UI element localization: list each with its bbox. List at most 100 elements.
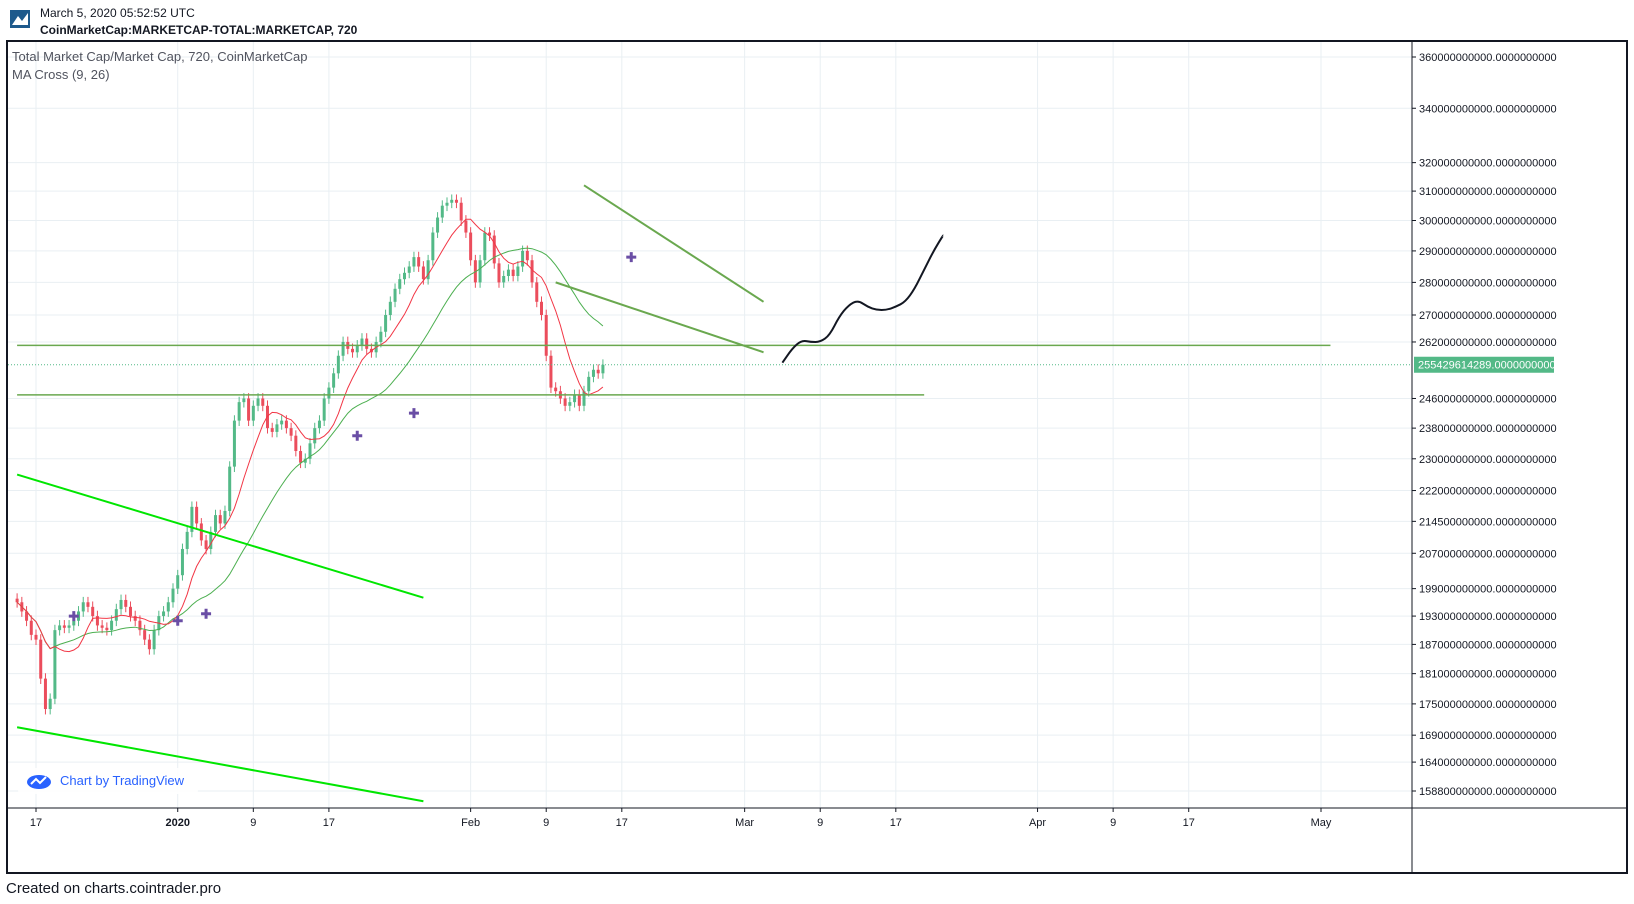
candle-down <box>138 620 142 631</box>
candle-up <box>355 345 359 353</box>
candle-down <box>25 611 29 621</box>
candle-up <box>587 376 591 392</box>
candle-down <box>270 428 274 432</box>
candle-up <box>384 314 388 332</box>
candle-up <box>242 398 246 403</box>
price-tick-label: 214500000000.0000000000 <box>1419 516 1557 528</box>
candle-down <box>133 616 137 621</box>
time-tick-label: 2020 <box>165 817 189 829</box>
candle-down <box>554 387 558 392</box>
time-tick-label: 17 <box>323 817 335 829</box>
candle-up <box>502 275 506 283</box>
candle-up <box>308 443 312 459</box>
trend-line <box>16 473 424 599</box>
axes-layer: 360000000000.0000000000 340000000000.0000… <box>8 42 1626 872</box>
candle-down <box>365 338 369 349</box>
candle-down <box>195 506 199 524</box>
candle-up <box>317 420 321 429</box>
candle-down <box>488 232 492 236</box>
price-tick-label: 246000000000.0000000000 <box>1419 393 1557 405</box>
candle-up <box>450 199 454 203</box>
candle-up <box>379 331 383 342</box>
candle-down <box>549 355 553 388</box>
snapshot-date: March 5, 2020 05:52:52 UTC <box>40 6 195 20</box>
candle-down <box>577 394 581 406</box>
candle-up <box>119 599 123 610</box>
candle-down <box>511 269 515 276</box>
trend-line <box>583 184 765 303</box>
tradingview-badge-text[interactable]: Chart by TradingView <box>60 773 185 788</box>
candle-down <box>294 435 298 452</box>
ma-cross-marker <box>68 611 79 622</box>
candle-up <box>152 630 156 650</box>
time-tick-label: Mar <box>735 817 754 829</box>
candle-up <box>237 402 241 421</box>
last-price-label: 255429614289.0000000000 <box>1418 360 1556 372</box>
time-tick-label: May <box>1311 817 1332 829</box>
candle-down <box>525 250 529 261</box>
candle-up <box>393 288 397 302</box>
candle-down <box>535 282 539 302</box>
grid-layer <box>8 42 1412 808</box>
candle-down <box>247 398 251 421</box>
ma-cross-marker <box>201 608 212 619</box>
candle-up <box>445 202 449 206</box>
candle-up <box>67 625 71 628</box>
candle-down <box>204 540 208 549</box>
candle-up <box>516 266 520 276</box>
candle-down <box>530 260 534 283</box>
price-tick-label: 238000000000.0000000000 <box>1419 423 1557 435</box>
candle-down <box>105 627 109 631</box>
candle-up <box>313 428 317 444</box>
candle-up <box>573 394 577 403</box>
candle-up <box>322 398 326 421</box>
drawings-layer <box>8 184 1412 803</box>
candle-down <box>284 420 288 429</box>
time-tick-label: Feb <box>461 817 480 829</box>
price-tick-label: 360000000000.0000000000 <box>1419 52 1557 64</box>
price-tick-label: 222000000000.0000000000 <box>1419 486 1557 498</box>
candle-up <box>166 602 170 612</box>
candle-up <box>162 611 166 617</box>
price-tick-label: 207000000000.0000000000 <box>1419 548 1557 560</box>
symbol-line: CoinMarketCap:MARKETCAP-TOTAL:MARKETCAP,… <box>40 23 358 37</box>
candle-up <box>171 588 175 603</box>
candle-up <box>53 630 57 699</box>
candle-up <box>72 620 76 626</box>
candle-up <box>256 398 260 406</box>
trend-line <box>555 281 764 354</box>
tradingview-badge[interactable]: Chart by TradingView <box>18 768 198 794</box>
candle-down <box>351 348 355 353</box>
candle-up <box>232 420 236 467</box>
candle-down <box>62 625 66 628</box>
candle-down <box>43 678 47 710</box>
candle-down <box>299 451 303 463</box>
ma-cross-marker <box>352 430 363 441</box>
candle-down <box>95 616 99 626</box>
candle-down <box>39 639 43 679</box>
price-tick-label: 270000000000.0000000000 <box>1419 310 1557 322</box>
candle-up <box>251 405 255 421</box>
candle-down <box>421 266 425 280</box>
time-tick-label: 17 <box>890 817 902 829</box>
candle-down <box>454 199 458 203</box>
candle-up <box>478 260 482 283</box>
candle-up <box>483 232 487 261</box>
candle-down <box>143 630 147 640</box>
price-tick-label: 320000000000.0000000000 <box>1419 158 1557 170</box>
candle-up <box>568 402 572 406</box>
price-tick-label: 340000000000.0000000000 <box>1419 103 1557 115</box>
price-tick-label: 310000000000.0000000000 <box>1419 186 1557 198</box>
candle-down <box>124 599 128 607</box>
candle-up <box>303 458 307 463</box>
candles-layer <box>15 194 605 715</box>
footer-credit: Created on charts.cointrader.pro <box>6 880 222 897</box>
price-tick-label: 280000000000.0000000000 <box>1419 277 1557 289</box>
candle-up <box>209 531 213 549</box>
projection-path <box>781 234 945 364</box>
indicator-legend[interactable]: MA Cross (9, 26) <box>12 67 110 82</box>
candle-up <box>327 387 331 399</box>
candle-up <box>582 391 586 406</box>
price-tick-label: 169000000000.0000000000 <box>1419 730 1557 742</box>
